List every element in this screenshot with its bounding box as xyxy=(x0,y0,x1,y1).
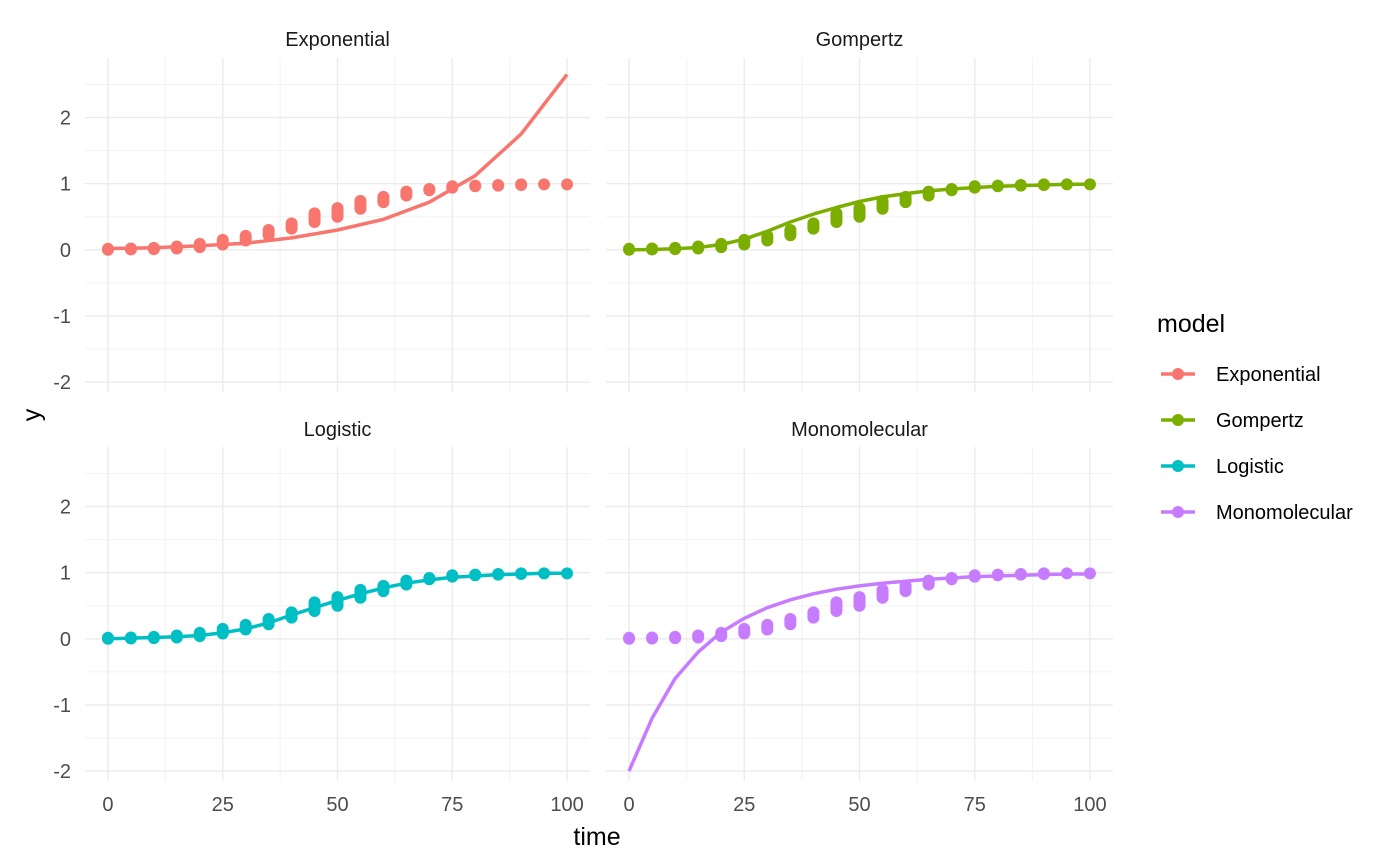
legend-key-point xyxy=(1172,414,1184,426)
x-tick-label: 100 xyxy=(550,794,583,816)
legend-title: model xyxy=(1157,310,1225,338)
x-axis-title: time xyxy=(573,823,620,851)
legend-key-point xyxy=(1172,506,1184,518)
x-tick-label: 75 xyxy=(441,794,463,816)
fitted-curve xyxy=(628,182,1090,252)
y-tick-label: -1 xyxy=(53,306,71,328)
y-tick-label: 0 xyxy=(60,240,71,262)
legend-label: Gompertz xyxy=(1216,410,1304,432)
y-tick-label: -2 xyxy=(53,761,71,783)
panel-monomolecular: Monomolecular 0 25 50 75 100 xyxy=(606,419,1113,816)
y-tick-label: 1 xyxy=(60,563,71,585)
panel-gompertz: Gompertz xyxy=(606,29,1113,392)
data-point xyxy=(538,178,551,191)
panel-logistic: Logistic -2 -1 0 1 2 0 25 50 75 100 xyxy=(53,419,590,816)
x-tick-label: 75 xyxy=(964,794,986,816)
x-tick-label: 50 xyxy=(326,794,348,816)
legend: Exponential Gompertz Logistic Monomolecular xyxy=(1161,364,1353,524)
legend-item-logistic: Logistic xyxy=(1161,456,1284,478)
y-tick-label: 2 xyxy=(60,497,71,519)
fitted-curve xyxy=(107,73,569,251)
facet-panels: Exponential -2 -1 0 1 2 Gompertz Logistic -2 -1 0 1… xyxy=(53,29,1113,816)
y-tick-label: 1 xyxy=(60,174,71,196)
y-axis-title: y xyxy=(18,408,46,421)
legend-item-exponential: Exponential xyxy=(1161,364,1321,386)
legend-label: Monomolecular xyxy=(1216,502,1353,524)
legend-item-monomolecular: Monomolecular xyxy=(1161,502,1353,524)
fitted-curve xyxy=(627,572,1090,772)
x-tick-label: 50 xyxy=(848,794,870,816)
x-tick-label: 100 xyxy=(1073,794,1106,816)
x-tick-label: 0 xyxy=(623,794,634,816)
x-tick-label: 25 xyxy=(733,794,755,816)
y-tick-label: 2 xyxy=(60,108,71,130)
legend-key-point xyxy=(1172,460,1184,472)
y-tick-label: 0 xyxy=(60,629,71,651)
panel-exponential: Exponential -2 -1 0 1 2 xyxy=(53,29,590,394)
panel-title: Monomolecular xyxy=(791,419,928,441)
data-point xyxy=(561,178,574,191)
fitted-curve xyxy=(107,571,567,641)
legend-key-point xyxy=(1172,368,1184,380)
panel-title: Logistic xyxy=(304,419,372,441)
legend-item-gompertz: Gompertz xyxy=(1161,410,1304,432)
y-tick-label: -1 xyxy=(53,695,71,717)
data-point xyxy=(561,567,574,580)
x-tick-label: 25 xyxy=(212,794,234,816)
panel-title: Gompertz xyxy=(816,29,904,51)
legend-label: Logistic xyxy=(1216,456,1284,478)
legend-label: Exponential xyxy=(1216,364,1321,386)
panel-title: Exponential xyxy=(285,29,390,51)
x-tick-label: 0 xyxy=(102,794,113,816)
y-tick-label: -2 xyxy=(53,372,71,394)
